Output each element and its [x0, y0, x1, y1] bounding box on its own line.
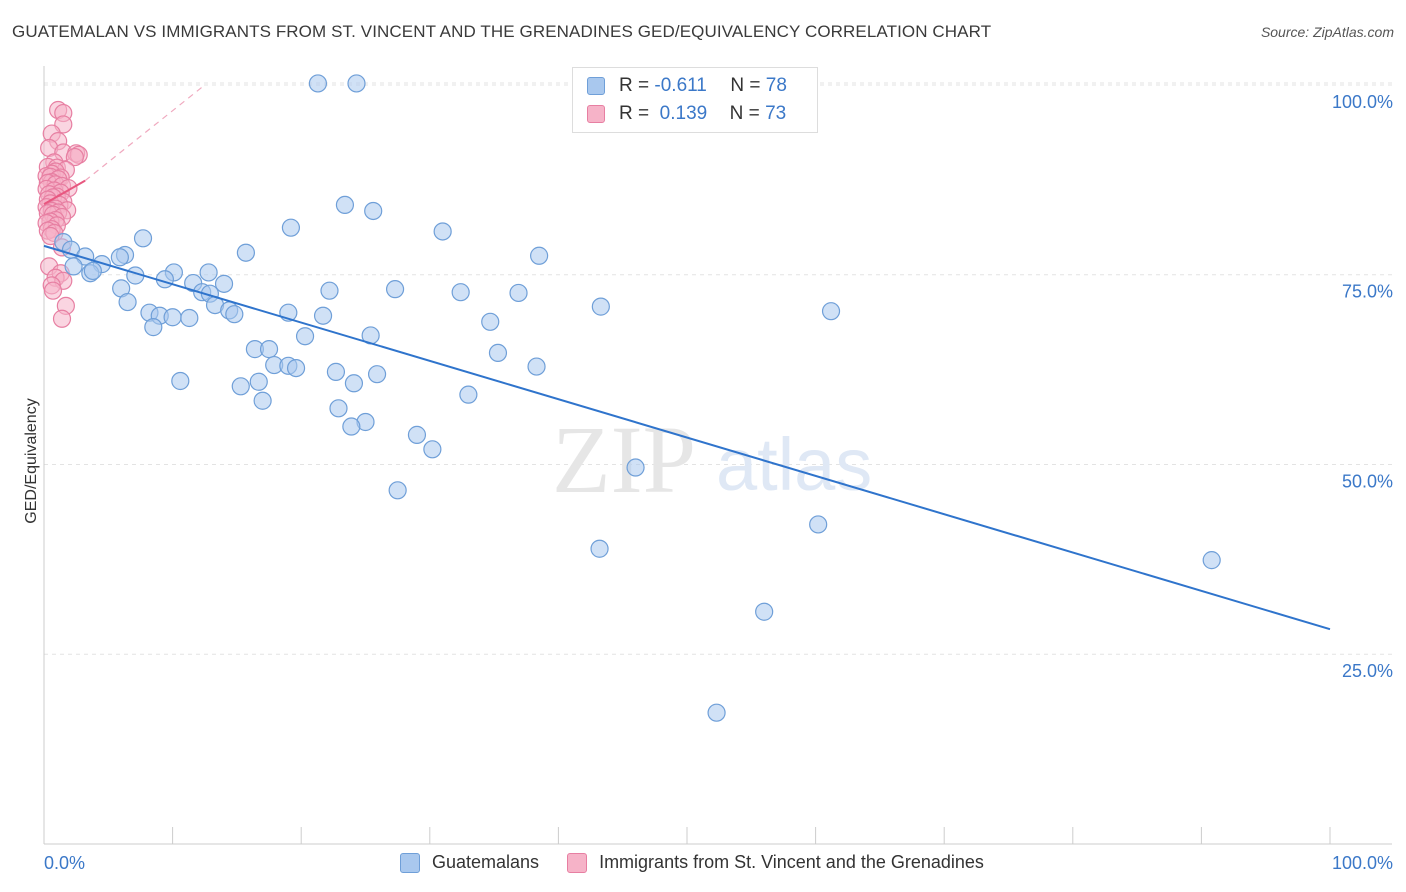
correlation-legend: R = -0.611 N = 78 R = 0.139 N = 73 [572, 67, 818, 133]
trend-line-immigrants [43, 179, 86, 206]
data-point-guatemalans [755, 602, 774, 621]
legend-r-label: R = [619, 103, 650, 124]
legend-n-label: N = [730, 75, 761, 96]
data-point-guatemalans [199, 263, 218, 282]
data-point-guatemalans [821, 302, 841, 321]
legend-swatch-pink [567, 852, 588, 873]
data-point-guatemalans [530, 246, 549, 265]
data-point-guatemalans [286, 358, 306, 378]
y-tick-label: 25.0% [1342, 661, 1393, 681]
data-point-guatemalans [253, 391, 272, 410]
legend-row-guatemalans: R = -0.611 N = 78 [587, 74, 787, 98]
data-point-guatemalans [133, 229, 153, 248]
source-label: Source: ZipAtlas.com [1260, 24, 1394, 40]
trend-lines [43, 84, 1331, 631]
data-point-guatemalans [236, 243, 256, 262]
data-point-guatemalans [163, 308, 182, 327]
series-guatemalans-points [54, 74, 1221, 722]
data-point-guatemalans [320, 281, 339, 300]
data-point-guatemalans [295, 327, 315, 346]
trend-line-immigrants-extension [84, 84, 206, 182]
grid-lines [44, 82, 1392, 655]
y-tick-label: 100.0% [1332, 92, 1393, 112]
data-point-guatemalans [335, 195, 355, 215]
data-point-guatemalans [281, 218, 301, 237]
data-point-immigrants [43, 281, 63, 300]
data-point-guatemalans [367, 365, 387, 384]
data-point-guatemalans [259, 340, 279, 359]
x-tick-label: 0.0% [44, 853, 85, 873]
data-point-guatemalans [231, 377, 250, 396]
watermark: ZIP atlas [552, 406, 872, 513]
legend-r-value: 0.139 [659, 103, 708, 124]
data-point-guatemalans [591, 297, 610, 316]
legend-n-label: N = [729, 103, 760, 124]
data-point-guatemalans [313, 306, 333, 325]
legend-n-value: 78 [765, 75, 787, 96]
data-point-guatemalans [388, 481, 407, 500]
data-point-guatemalans [342, 417, 361, 436]
watermark-atlas: atlas [716, 423, 872, 506]
legend-item-guatemalans[interactable]: Guatemalans [400, 852, 539, 873]
legend-swatch-blue [400, 852, 420, 873]
data-point-guatemalans [527, 357, 546, 376]
data-point-guatemalans [308, 74, 328, 93]
data-point-guatemalans [110, 248, 129, 267]
data-point-guatemalans [326, 362, 346, 381]
legend-r-label: R = [619, 75, 650, 96]
data-point-guatemalans [509, 283, 528, 303]
data-point-guatemalans [225, 305, 244, 324]
data-point-guatemalans [347, 74, 366, 93]
data-point-guatemalans [364, 201, 383, 221]
data-point-guatemalans [626, 458, 645, 477]
series-legend: Guatemalans Immigrants from St. Vincent … [400, 852, 1012, 873]
chart-title: GUATEMALAN VS IMMIGRANTS FROM ST. VINCEN… [12, 22, 992, 41]
data-point-guatemalans [1202, 551, 1221, 570]
x-tick-label: 100.0% [1332, 853, 1393, 873]
y-tick-labels: 25.0% 50.0% 75.0% 100.0% [1332, 92, 1393, 681]
data-point-guatemalans [249, 372, 268, 391]
y-tick-label: 50.0% [1342, 471, 1393, 491]
data-point-guatemalans [144, 318, 163, 337]
legend-swatch-pink [587, 105, 605, 123]
data-point-guatemalans [171, 371, 190, 391]
data-point-guatemalans [83, 261, 102, 281]
data-point-immigrants [65, 147, 84, 167]
legend-r-value: -0.611 [654, 75, 707, 96]
legend-n-value: 73 [765, 103, 787, 124]
x-tick-labels: 0.0% 100.0% [44, 853, 1393, 873]
legend-label-immigrants: Immigrants from St. Vincent and the Gren… [599, 852, 984, 872]
series-immigrants-points [37, 100, 88, 328]
data-point-guatemalans [180, 308, 199, 328]
data-point-guatemalans [433, 222, 452, 241]
data-point-guatemalans [488, 343, 508, 363]
legend-row-immigrants: R = 0.139 N = 73 [587, 102, 786, 126]
data-point-guatemalans [481, 312, 500, 331]
data-point-guatemalans [329, 399, 348, 418]
data-point-guatemalans [385, 280, 405, 299]
data-point-guatemalans [214, 274, 234, 293]
legend-swatch-blue [587, 77, 605, 95]
data-point-guatemalans [407, 425, 427, 444]
legend-item-immigrants[interactable]: Immigrants from St. Vincent and the Gren… [567, 852, 984, 873]
y-tick-label: 75.0% [1342, 282, 1393, 302]
data-point-guatemalans [118, 292, 137, 312]
data-point-guatemalans [707, 703, 726, 722]
legend-label-guatemalans: Guatemalans [432, 852, 540, 872]
trend-line-guatemalans [43, 244, 1331, 631]
y-axis-label: GED/Equivalency [23, 398, 40, 523]
watermark-zip: ZIP [552, 406, 696, 513]
data-point-guatemalans [459, 385, 478, 404]
data-point-guatemalans [64, 257, 83, 276]
data-point-guatemalans [809, 515, 828, 534]
data-point-guatemalans [451, 283, 470, 302]
data-point-guatemalans [590, 539, 609, 558]
data-point-guatemalans [344, 374, 364, 393]
data-point-immigrants [52, 309, 72, 328]
data-point-guatemalans [423, 440, 442, 459]
